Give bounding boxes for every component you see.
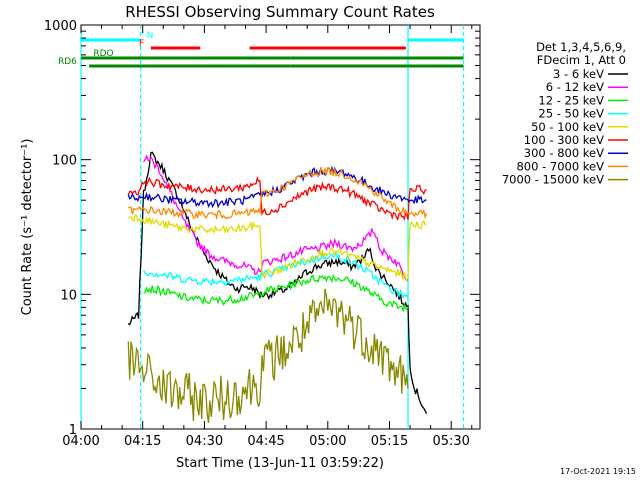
x-axis-label: Start Time (13-Jun-11 03:59:22) xyxy=(176,456,384,471)
series-lines xyxy=(127,151,428,423)
legend-header-line-2: FDecim 1, Att 0 xyxy=(537,53,626,67)
state-bar-label: RDO xyxy=(93,49,113,59)
x-tick-label: 04:15 xyxy=(124,434,161,449)
series-line-50-100-kev xyxy=(127,213,427,282)
x-tick-label: 04:45 xyxy=(247,434,284,449)
y-tick-label: 1000 xyxy=(44,19,77,34)
legend: Det 1,3,4,5,6,9, FDecim 1, Att 0 3 - 6 k… xyxy=(502,40,628,187)
legend-label: 3 - 6 keV xyxy=(553,67,604,81)
series-line-100-300-kev xyxy=(127,175,427,222)
series-line-800-7000-kev xyxy=(128,166,428,221)
x-tick-label: 05:00 xyxy=(309,434,346,449)
chart-title: RHESSI Observing Summary Count Rates xyxy=(125,3,435,21)
y-tick-label: 100 xyxy=(52,154,77,169)
x-tick-label: 05:15 xyxy=(371,434,408,449)
legend-header-line-1: Det 1,3,4,5,6,9, xyxy=(536,40,626,54)
state-bar-label: F xyxy=(139,39,144,49)
vertical-markers xyxy=(80,25,465,429)
y-axis-label: Count Rate (s⁻¹ detector⁻¹) xyxy=(20,139,35,316)
axis-ticks: 04:00 04:15 04:30 04:45 05:00 05:15 05:30 1 10 10… xyxy=(44,19,480,449)
series-line-300-800-kev xyxy=(127,165,427,209)
series-line-7000-15000-kev xyxy=(127,288,409,423)
y-tick-label: 10 xyxy=(60,288,77,303)
y-tick-label: 1 xyxy=(69,423,77,438)
series-line-6-12-kev xyxy=(142,154,409,282)
state-bar-label: RD6 xyxy=(58,57,77,67)
legend-label: 25 - 50 keV xyxy=(538,107,604,121)
legend-label: 800 - 7000 keV xyxy=(516,159,604,173)
state-bar-label: N xyxy=(147,31,154,41)
legend-label: 7000 - 15000 keV xyxy=(502,173,604,187)
x-tick-label: 04:00 xyxy=(62,434,99,449)
x-tick-label: 05:30 xyxy=(432,434,469,449)
legend-label: 100 - 300 keV xyxy=(524,133,604,147)
legend-label: 300 - 800 keV xyxy=(524,146,604,160)
x-tick-label: 04:30 xyxy=(186,434,223,449)
series-line-12-25-kev xyxy=(143,273,409,312)
footer-timestamp: 17-Oct-2021 19:15 xyxy=(560,467,636,476)
legend-label: 12 - 25 keV xyxy=(538,93,604,107)
legend-label: 50 - 100 keV xyxy=(531,120,604,134)
state-bars: NF RDO RD6 xyxy=(58,31,464,68)
legend-label: 6 - 12 keV xyxy=(546,80,604,94)
